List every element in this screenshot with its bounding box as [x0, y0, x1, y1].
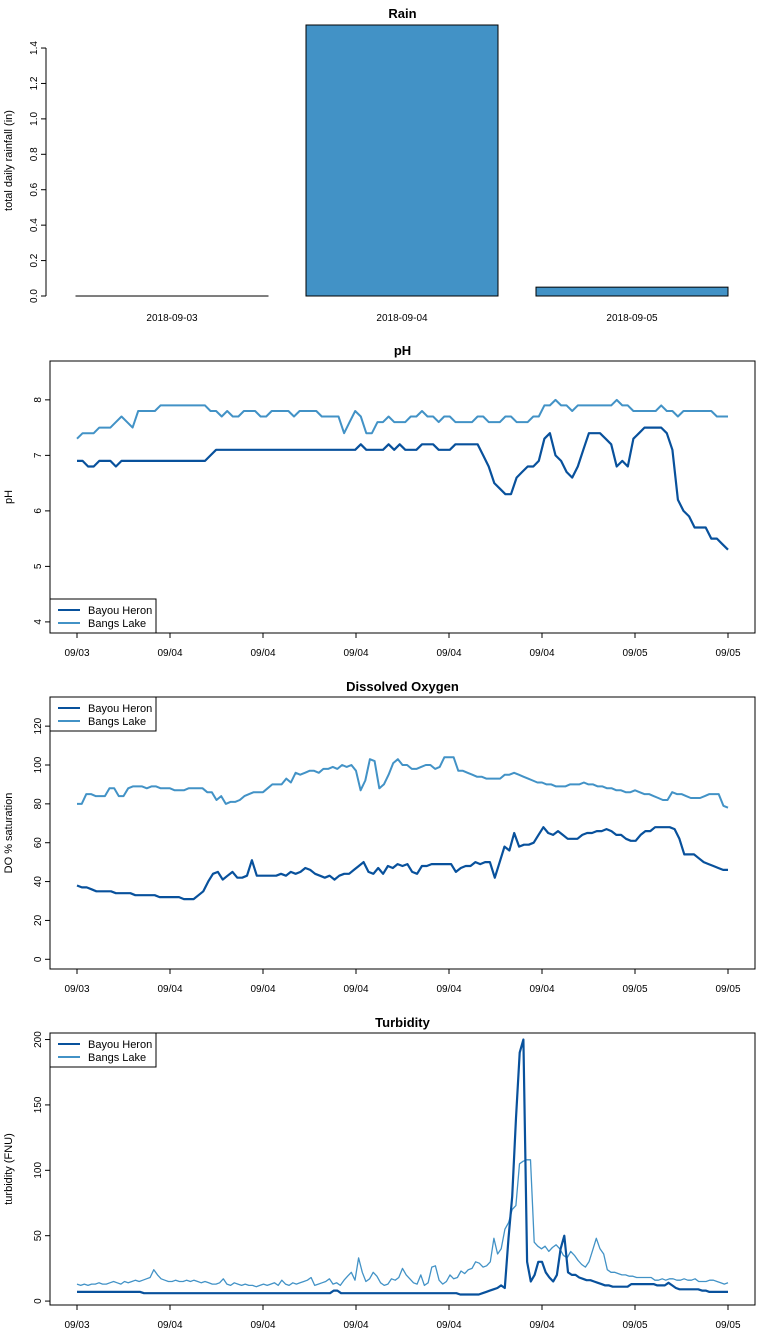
- x-tick-label: 09/04: [157, 984, 182, 995]
- y-axis-label: DO % saturation: [3, 793, 15, 874]
- series-line-bangs-lake: [76, 398, 728, 440]
- x-tick-label: 09/04: [529, 984, 554, 995]
- chart-panel-1: Rain total daily rainfall (in) 0.0 0.2 0.4 0.…: [3, 6, 729, 324]
- y-tick-label: 100: [33, 756, 44, 773]
- plot-frame: [49, 360, 756, 634]
- x-tick-label: 09/04: [343, 648, 368, 659]
- y-tick-label: 200: [33, 1031, 44, 1048]
- x-tick-label: 09/04: [343, 984, 368, 995]
- y-axis-label: pH: [3, 490, 15, 504]
- y-tick-label: 0.2: [29, 253, 40, 267]
- y-axis-label: turbidity (FNU): [3, 1133, 15, 1205]
- bar-2018-09-05: [535, 286, 729, 297]
- x-tick-label: 09/04: [157, 1320, 182, 1331]
- y-tick-label: 0: [33, 1298, 44, 1304]
- y-tick-label: 4: [33, 619, 44, 625]
- y-tick-label: 1.0: [29, 111, 40, 125]
- x-tick-label: 09/03: [64, 1320, 89, 1331]
- x-tick-label: 09/04: [250, 984, 275, 995]
- plot-frame: [49, 1032, 756, 1306]
- y-tick-label: 100: [33, 1162, 44, 1179]
- y-tick-label: 0.0: [29, 289, 40, 303]
- x-tick-label: 09/05: [715, 984, 740, 995]
- legend-label: Bayou Heron: [88, 1039, 152, 1051]
- series-line-bayou-heron: [77, 426, 729, 551]
- y-tick-label: 1.4: [29, 41, 40, 55]
- y-tick-label: 50: [33, 1230, 44, 1242]
- y-tick-label: 120: [33, 717, 44, 734]
- y-tick-label: 40: [33, 876, 44, 888]
- legend-box: [49, 696, 157, 732]
- y-tick-label: 20: [33, 914, 44, 926]
- legend-label: Bayou Heron: [88, 605, 152, 617]
- y-tick-label: 0.6: [29, 182, 40, 196]
- x-tick-label: 09/04: [529, 648, 554, 659]
- bar-2018-09-04: [305, 24, 499, 297]
- x-tick-label: 09/04: [436, 1320, 461, 1331]
- legend-label: Bangs Lake: [88, 716, 146, 728]
- y-tick-label: 80: [33, 798, 44, 810]
- y-tick-label: 0: [33, 956, 44, 962]
- x-tick-label: 09/03: [64, 648, 89, 659]
- x-tick-label: 09/03: [64, 984, 89, 995]
- y-tick-label: 5: [33, 563, 44, 569]
- x-tick-label: 09/05: [622, 648, 647, 659]
- chart-title: pH: [394, 343, 411, 358]
- legend-label: Bangs Lake: [88, 1052, 146, 1064]
- chart-panel-3: Dissolved Oxygen DO % saturation 0 20 40 60 80…: [3, 679, 756, 995]
- y-tick-label: 8: [33, 397, 44, 403]
- x-tick-label: 2018-09-05: [606, 313, 658, 324]
- chart-panel-2: pH pH 4 5 6 7 8 09/03 09/04 09/04 09/04 09/04 09/04 0…: [3, 343, 756, 659]
- series-line-bangs-lake: [76, 1159, 729, 1288]
- x-tick-label: 09/04: [250, 1320, 275, 1331]
- plot-frame: [49, 696, 756, 970]
- y-tick-label: 60: [33, 837, 44, 849]
- x-tick-label: 2018-09-03: [146, 313, 198, 324]
- x-tick-label: 2018-09-04: [376, 313, 428, 324]
- x-tick-label: 09/04: [250, 648, 275, 659]
- x-tick-label: 09/04: [529, 1320, 554, 1331]
- x-tick-label: 09/05: [622, 984, 647, 995]
- x-tick-label: 09/04: [343, 1320, 368, 1331]
- y-tick-label: 0.8: [29, 147, 40, 161]
- y-tick-label: 7: [33, 452, 44, 458]
- x-tick-label: 09/05: [715, 1320, 740, 1331]
- legend-box: [49, 598, 157, 634]
- chart-panel-4: Turbidity turbidity (FNU) 0 50 100 150 200 09/0…: [3, 1015, 756, 1331]
- y-tick-label: 0.4: [29, 218, 40, 232]
- x-tick-label: 09/04: [436, 648, 461, 659]
- chart-title: Rain: [388, 6, 416, 21]
- x-tick-label: 09/05: [622, 1320, 647, 1331]
- series-line-bangs-lake: [77, 756, 729, 809]
- legend-box: [49, 1032, 157, 1068]
- legend-label: Bangs Lake: [88, 618, 146, 630]
- series-line-bayou-heron: [77, 1038, 728, 1296]
- chart-title: Turbidity: [375, 1015, 430, 1030]
- x-tick-label: 09/05: [715, 648, 740, 659]
- y-axis-label: total daily rainfall (in): [3, 110, 15, 211]
- chart-title: Dissolved Oxygen: [346, 679, 459, 694]
- y-tick-label: 6: [33, 508, 44, 514]
- series-line-bayou-heron: [76, 826, 728, 901]
- y-tick-label: 1.2: [29, 76, 40, 90]
- x-tick-label: 09/04: [436, 984, 461, 995]
- x-tick-label: 09/04: [157, 648, 182, 659]
- y-tick-label: 150: [33, 1096, 44, 1113]
- legend-label: Bayou Heron: [88, 703, 152, 715]
